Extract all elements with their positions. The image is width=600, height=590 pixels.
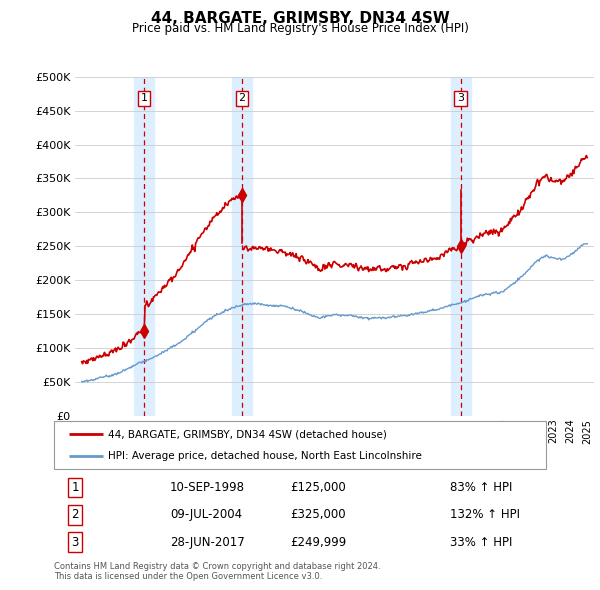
Text: This data is licensed under the Open Government Licence v3.0.: This data is licensed under the Open Gov… — [54, 572, 322, 581]
Text: 33% ↑ HPI: 33% ↑ HPI — [450, 536, 512, 549]
Bar — [451, 77, 471, 416]
Text: 44, BARGATE, GRIMSBY, DN34 4SW (detached house): 44, BARGATE, GRIMSBY, DN34 4SW (detached… — [108, 429, 387, 439]
Text: 28-JUN-2017: 28-JUN-2017 — [170, 536, 245, 549]
Text: £325,000: £325,000 — [290, 508, 346, 522]
FancyBboxPatch shape — [54, 421, 546, 469]
Text: 1: 1 — [71, 481, 79, 494]
Text: HPI: Average price, detached house, North East Lincolnshire: HPI: Average price, detached house, Nort… — [108, 451, 422, 461]
Text: £249,999: £249,999 — [290, 536, 346, 549]
Bar — [134, 77, 154, 416]
Text: Price paid vs. HM Land Registry's House Price Index (HPI): Price paid vs. HM Land Registry's House … — [131, 22, 469, 35]
Bar — [232, 77, 252, 416]
Text: £125,000: £125,000 — [290, 481, 346, 494]
Text: 09-JUL-2004: 09-JUL-2004 — [170, 508, 242, 522]
Text: 3: 3 — [457, 93, 464, 103]
Text: 2: 2 — [71, 508, 79, 522]
Text: 10-SEP-1998: 10-SEP-1998 — [170, 481, 245, 494]
Text: 83% ↑ HPI: 83% ↑ HPI — [450, 481, 512, 494]
Text: 3: 3 — [71, 536, 79, 549]
Text: 2: 2 — [239, 93, 246, 103]
Text: Contains HM Land Registry data © Crown copyright and database right 2024.: Contains HM Land Registry data © Crown c… — [54, 562, 380, 571]
Text: 44, BARGATE, GRIMSBY, DN34 4SW: 44, BARGATE, GRIMSBY, DN34 4SW — [151, 11, 449, 25]
Text: 132% ↑ HPI: 132% ↑ HPI — [450, 508, 520, 522]
Text: 1: 1 — [140, 93, 148, 103]
